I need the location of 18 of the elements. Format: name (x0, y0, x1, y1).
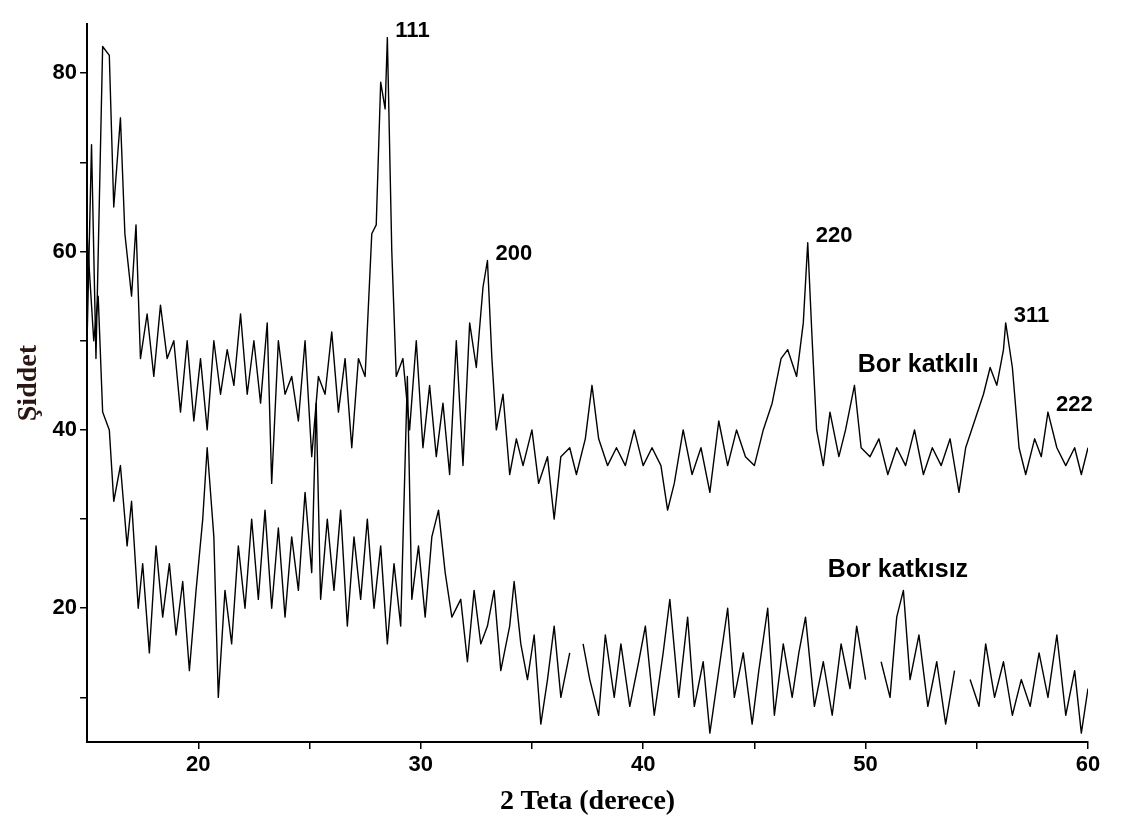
annotation: 200 (495, 239, 533, 265)
y-axis-title: Şiddet (11, 344, 43, 422)
series-label: Bor katkılı (857, 348, 979, 377)
y-tick-label: 60 (52, 237, 78, 263)
series-label: Bor katkısız (827, 553, 969, 582)
y-tick-label: 40 (52, 415, 78, 441)
x-axis-title: 2 Teta (derece) (499, 784, 676, 816)
x-tick-label: 30 (408, 751, 433, 777)
y-tick-label: 20 (52, 594, 78, 620)
annotation: 220 (815, 221, 853, 247)
annotation: 222 (1055, 391, 1093, 417)
x-tick-label: 20 (186, 751, 211, 777)
x-tick-label: 60 (1075, 751, 1101, 777)
x-tick-label: 40 (630, 751, 656, 777)
annotation: 111 (395, 16, 430, 42)
y-tick-label: 80 (52, 59, 78, 85)
x-tick-label: 50 (853, 751, 878, 777)
annotation: 311 (1013, 301, 1050, 327)
